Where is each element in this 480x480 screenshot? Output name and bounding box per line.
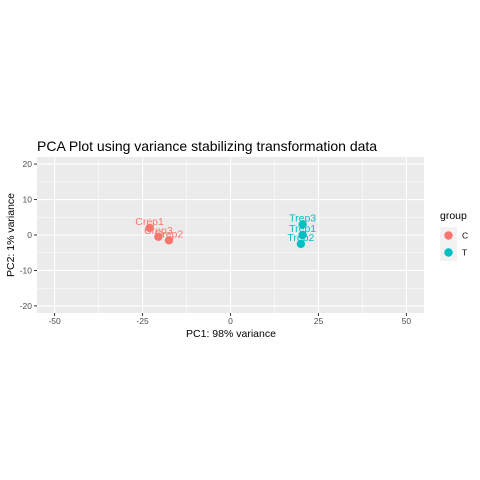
x-tick-label: 25 xyxy=(314,316,324,326)
x-tick-label: 0 xyxy=(228,316,233,326)
y-tick-label: 0 xyxy=(27,230,32,240)
data-point xyxy=(164,236,174,245)
data-point-label: Trep1 xyxy=(289,223,316,235)
x-tick-label: -50 xyxy=(48,316,61,326)
x-tick-label: 50 xyxy=(402,316,412,326)
legend-title: group xyxy=(440,210,467,222)
data-point-label: Crep3 xyxy=(144,225,173,237)
data-point xyxy=(154,232,163,241)
data-point xyxy=(296,239,306,249)
x-axis-ticks: -50 -25 0 25 50 xyxy=(48,313,411,326)
data-point xyxy=(145,223,154,233)
x-axis-label: PC1: 98% variance xyxy=(186,328,276,340)
grid-major xyxy=(37,157,424,313)
y-tick-label: 20 xyxy=(23,159,33,169)
legend: CT xyxy=(440,227,468,261)
x-tick-label: -25 xyxy=(136,316,149,326)
data-point xyxy=(298,220,307,229)
chart-title: PCA Plot using variance stabilizing tran… xyxy=(37,138,377,154)
data-point-label: Crep1 xyxy=(135,216,164,228)
legend-entry-label: T xyxy=(462,248,467,258)
y-tick-label: -20 xyxy=(20,301,33,311)
legend-key-point xyxy=(444,248,453,257)
data-point-label: Trep3 xyxy=(289,212,316,224)
y-axis-ticks: -20 -10 0 10 20 xyxy=(20,159,37,311)
y-axis-label: PC2: 1% variance xyxy=(5,193,17,277)
data-point xyxy=(298,230,307,240)
y-tick-label: 10 xyxy=(23,195,33,205)
legend-key-point xyxy=(444,231,453,240)
data-points xyxy=(145,220,307,249)
y-tick-label: -10 xyxy=(20,265,33,275)
legend-entry-label: C xyxy=(462,231,468,241)
data-point-label: Crep2 xyxy=(155,228,184,240)
data-point-label: Trep2 xyxy=(287,232,314,244)
